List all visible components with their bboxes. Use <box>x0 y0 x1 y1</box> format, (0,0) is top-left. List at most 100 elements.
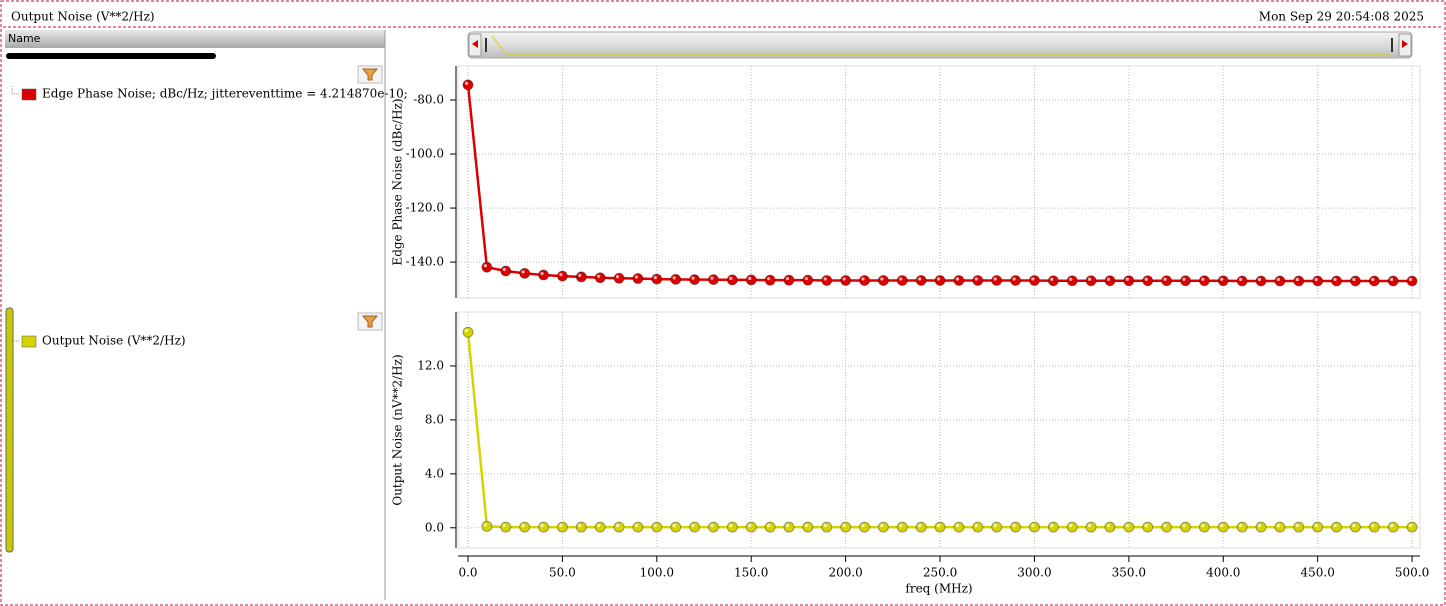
data-point <box>1028 521 1040 533</box>
window-title: Output Noise (V**2/Hz) <box>11 10 155 24</box>
x-tick-label: 50.0 <box>549 566 576 580</box>
point-highlight <box>634 523 639 528</box>
data-point <box>915 521 927 533</box>
point-highlight <box>974 277 978 281</box>
point-highlight <box>1163 277 1167 281</box>
data-point <box>1236 275 1248 287</box>
point-highlight <box>1371 277 1375 282</box>
point-highlight <box>1220 277 1224 281</box>
point-highlight <box>1012 277 1016 281</box>
data-point <box>802 521 814 533</box>
data-point <box>1028 274 1040 286</box>
point-highlight <box>502 523 506 528</box>
filter-button[interactable] <box>357 312 383 331</box>
point-highlight <box>748 276 752 281</box>
point-highlight <box>918 523 922 528</box>
point-highlight <box>672 523 676 528</box>
x-scroller[interactable] <box>467 31 1413 59</box>
point-highlight <box>653 523 657 528</box>
point-highlight <box>1125 523 1129 528</box>
point-highlight <box>521 523 525 528</box>
data-point <box>840 521 852 533</box>
y-tick-label: -120.0 <box>406 201 444 215</box>
data-point <box>538 521 550 533</box>
point-highlight <box>993 523 997 528</box>
search-bar[interactable] <box>6 53 216 59</box>
point-highlight <box>540 271 544 276</box>
data-point <box>651 521 663 533</box>
point-highlight <box>597 274 601 278</box>
point-highlight <box>653 275 657 280</box>
name-header[interactable] <box>5 30 385 48</box>
plot-area <box>457 65 1421 299</box>
x-tick-label: 450.0 <box>1300 566 1334 580</box>
legend-label: Edge Phase Noise; dBc/Hz; jittereventtim… <box>42 87 408 101</box>
data-point <box>1066 521 1078 533</box>
point-highlight <box>521 270 525 274</box>
data-point <box>481 520 493 532</box>
data-point <box>764 274 776 286</box>
data-point <box>1293 275 1305 287</box>
point-highlight <box>899 523 903 528</box>
data-point <box>1274 521 1286 533</box>
data-point <box>500 265 512 277</box>
point-highlight <box>1276 523 1281 528</box>
point-highlight <box>1012 523 1016 528</box>
data-point <box>1047 275 1059 287</box>
point-highlight <box>1314 523 1318 528</box>
point-highlight <box>710 523 714 528</box>
data-point <box>519 521 531 533</box>
point-highlight <box>1201 523 1205 528</box>
tree-line <box>11 86 20 95</box>
data-point <box>689 274 701 286</box>
filter-button[interactable] <box>357 65 383 84</box>
data-point <box>1142 521 1154 533</box>
data-point <box>462 79 474 91</box>
point-highlight <box>1276 277 1281 282</box>
point-highlight <box>1144 277 1148 281</box>
data-point <box>1123 275 1135 287</box>
point-highlight <box>993 277 997 281</box>
data-point <box>1293 521 1305 533</box>
data-point <box>745 274 757 286</box>
point-highlight <box>1182 523 1186 528</box>
point-highlight <box>1050 523 1054 528</box>
data-point <box>707 274 719 286</box>
data-point <box>538 269 550 281</box>
data-point <box>632 273 644 285</box>
scroll-bar[interactable] <box>5 307 14 553</box>
point-highlight <box>729 523 733 528</box>
data-point <box>840 274 852 286</box>
point-highlight <box>559 523 563 528</box>
data-point <box>1387 521 1399 533</box>
point-highlight <box>691 523 695 528</box>
point-highlight <box>483 523 487 527</box>
point-highlight <box>672 276 676 280</box>
point-highlight <box>1295 277 1299 282</box>
data-point <box>1179 521 1191 533</box>
point-highlight <box>1352 523 1356 528</box>
data-point <box>972 521 984 533</box>
data-point <box>689 521 701 533</box>
point-highlight <box>1390 277 1394 282</box>
scroller-preview <box>491 35 1390 55</box>
x-tick-label: 250.0 <box>923 566 957 580</box>
x-tick-label: 100.0 <box>640 566 674 580</box>
point-highlight <box>861 523 865 528</box>
point-highlight <box>918 277 922 281</box>
data-point <box>613 521 625 533</box>
point-highlight <box>785 523 790 528</box>
data-point <box>1217 521 1229 533</box>
point-highlight <box>1239 523 1243 528</box>
data-point <box>1047 521 1059 533</box>
point-highlight <box>804 523 808 528</box>
data-point <box>1123 521 1135 533</box>
data-point <box>896 274 908 286</box>
point-highlight <box>1050 277 1054 281</box>
point-highlight <box>1257 277 1262 282</box>
point-highlight <box>1163 523 1167 528</box>
data-point <box>594 521 606 533</box>
point-highlight <box>1371 523 1375 528</box>
x-tick-label: 200.0 <box>828 566 862 580</box>
x-tick-label: 500.0 <box>1395 566 1429 580</box>
